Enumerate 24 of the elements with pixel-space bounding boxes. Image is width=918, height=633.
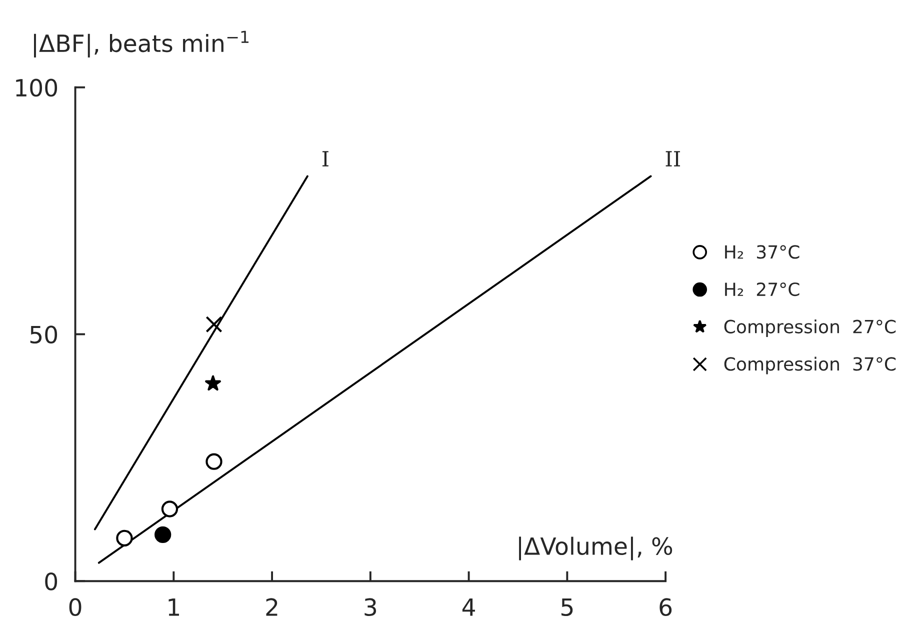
point [206, 453, 222, 470]
legend-label: Compression 37°C [724, 356, 896, 374]
y-axis-title: |ΔBF|, beats min$^{−1}$ [34, 30, 248, 58]
series-label: I [322, 151, 328, 166]
x-tick-label: 1 [168, 598, 179, 616]
x-tick-label: 3 [364, 598, 376, 616]
x-tick-label: 4 [462, 598, 475, 616]
x-tick-label: 6 [660, 598, 672, 616]
x-tick-label: 5 [561, 598, 573, 616]
x-tick-label: 2 [266, 598, 278, 616]
point [116, 530, 133, 546]
point [205, 375, 221, 391]
y-tick-label: 50 [30, 326, 58, 344]
legend-label: Compression 27°C [724, 319, 896, 337]
series-label: II [666, 151, 680, 166]
point [206, 316, 222, 333]
x-tick-label: 0 [69, 598, 82, 616]
point [154, 526, 172, 544]
legend-label: H₂ 27°C [725, 282, 800, 296]
y-tick-label: 0 [45, 572, 58, 590]
x-axis-title: |ΔVolume|, % [519, 536, 672, 560]
point [161, 500, 178, 518]
legend-label: H₂ 37°C [725, 245, 800, 259]
y-tick-label: 100 [16, 78, 58, 97]
